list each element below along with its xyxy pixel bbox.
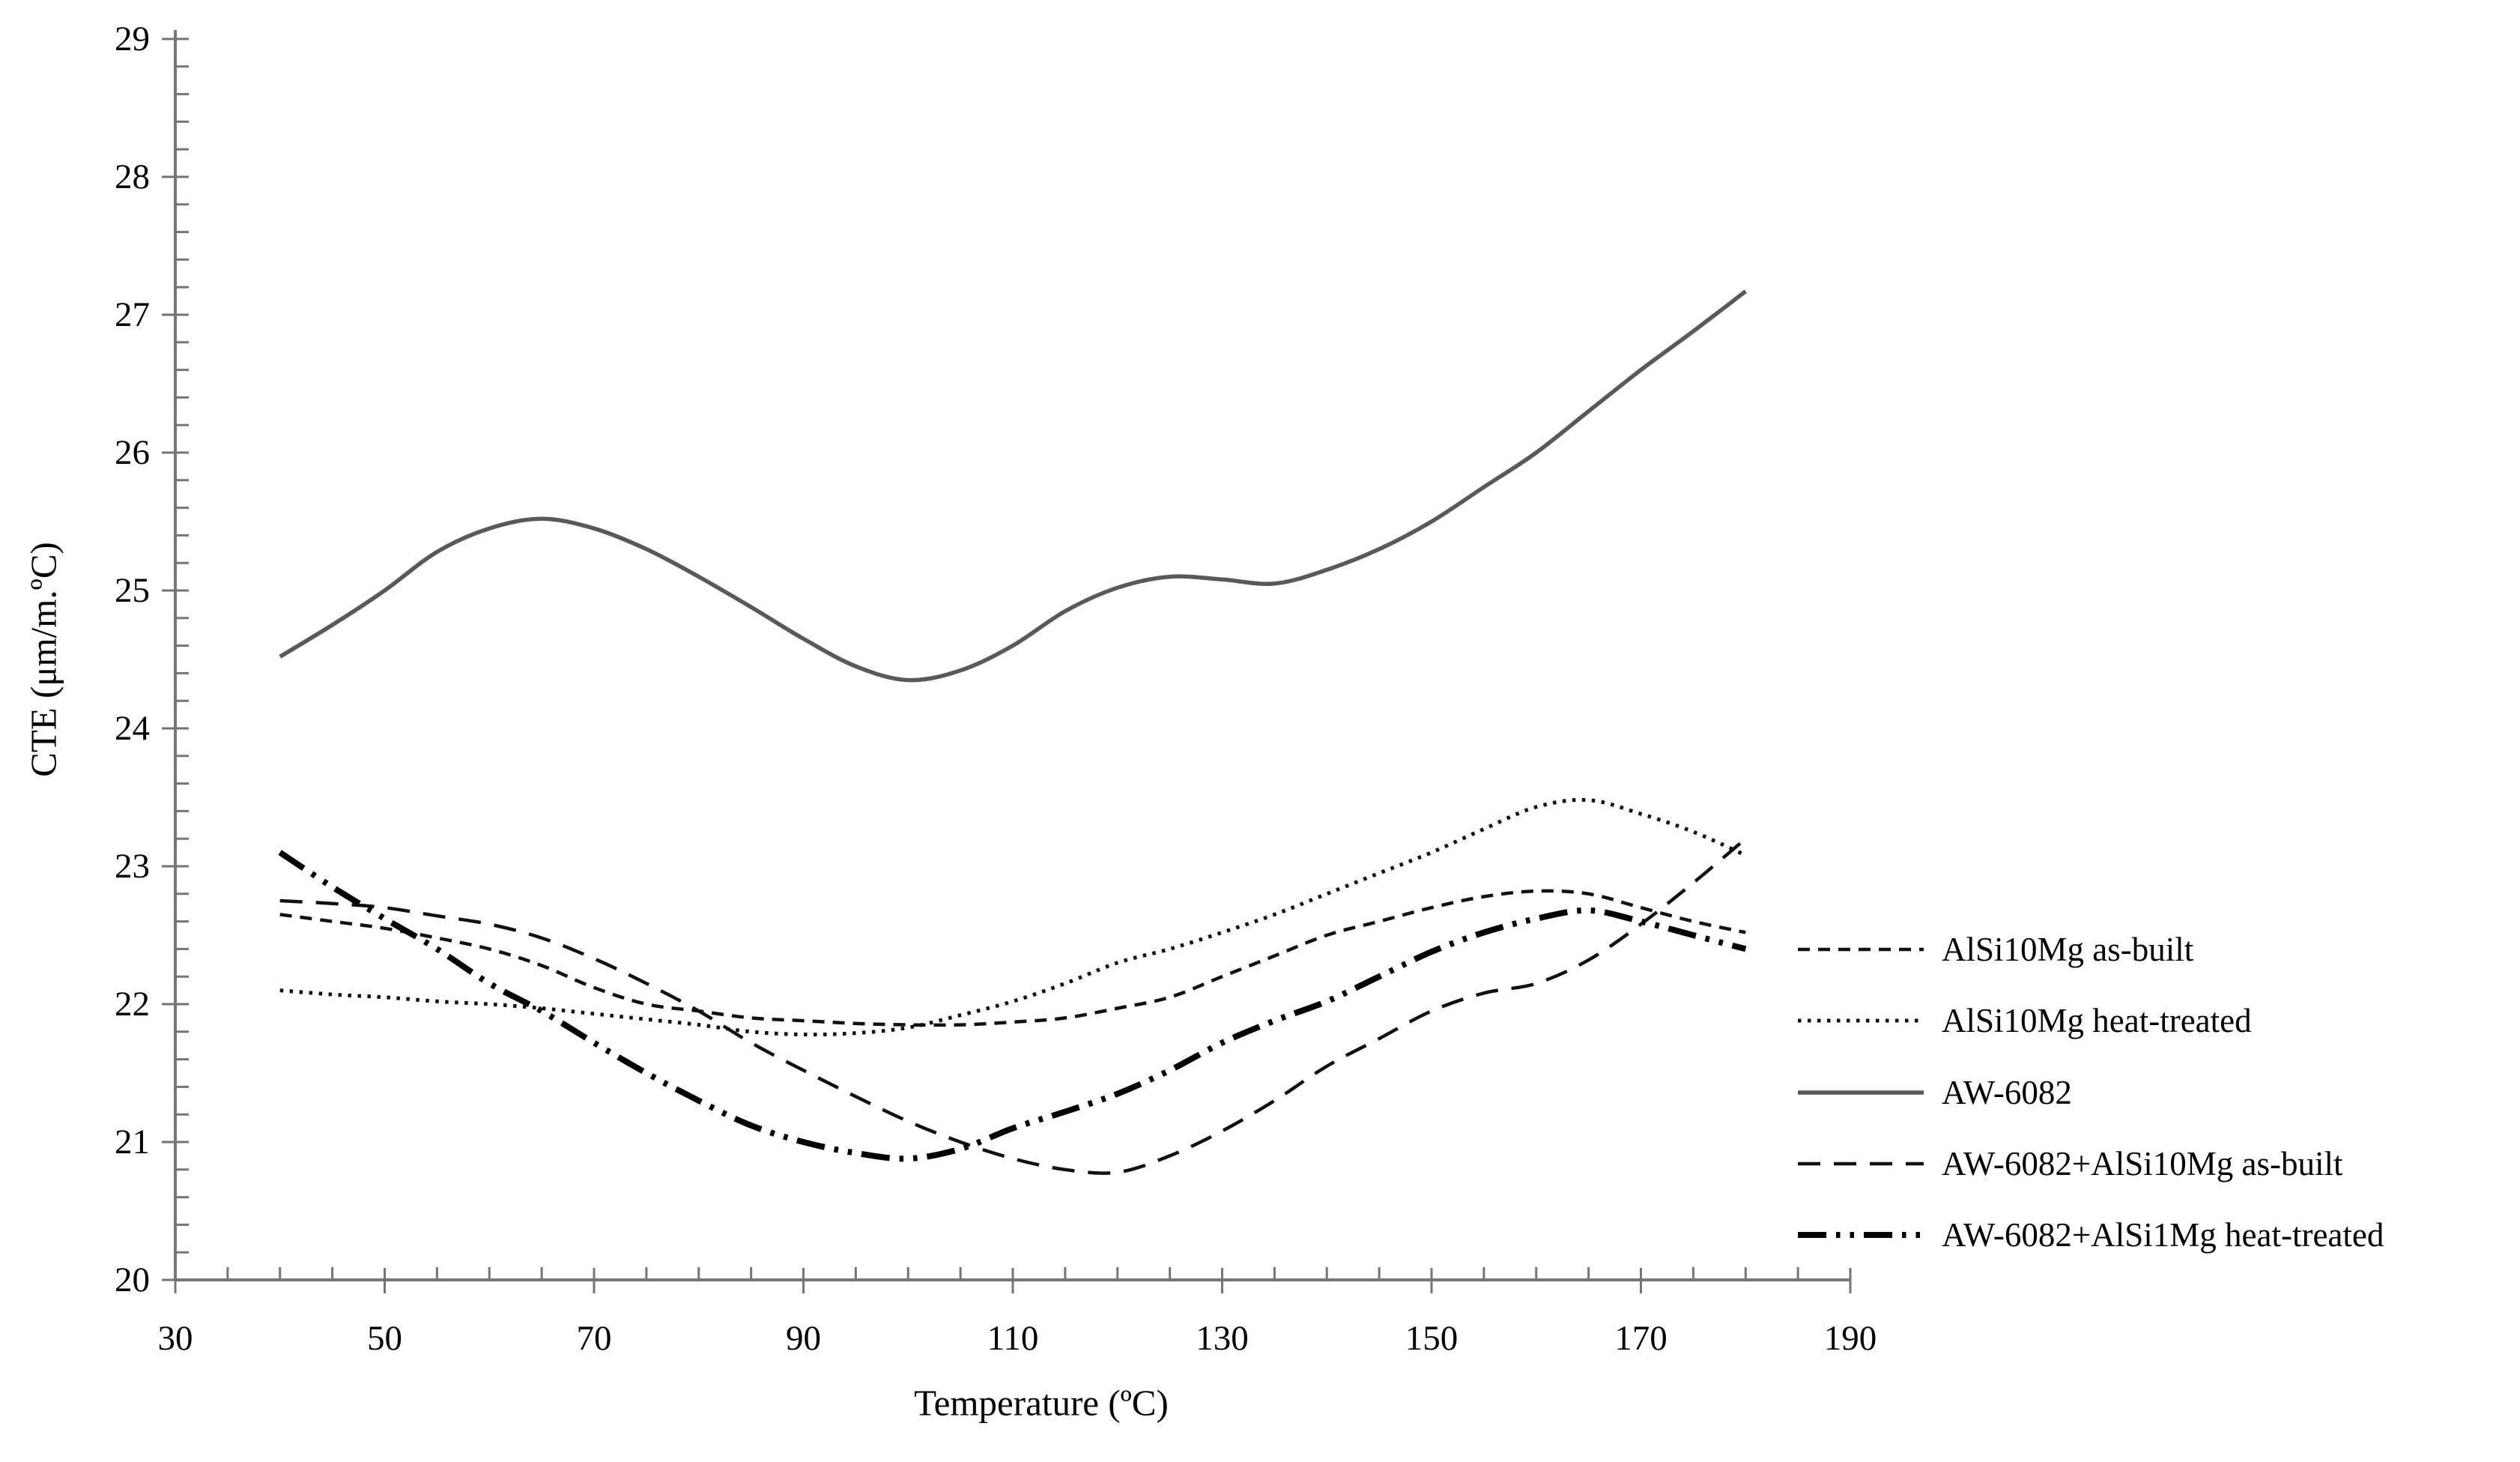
x-tick-label: 170 (1614, 1319, 1668, 1358)
series-line-alsi10mg-heat-treated (279, 797, 1747, 1037)
tick-labels: 30 50 70 90 110 130 150 170 190 20 21 22 23 24 25 26 27 2… (115, 19, 1877, 1358)
y-axis-title: CTE (μm/m.ºC) (23, 542, 64, 777)
y-tick-label: 24 (115, 709, 150, 748)
legend-label: AlSi10Mg as-built (1942, 931, 2194, 968)
legend-label: AlSi10Mg heat-treated (1942, 1002, 2252, 1039)
legend-item-alsi10mg-as-built: AlSi10Mg as-built (1798, 931, 2194, 968)
series-line-aw-6082 (279, 289, 1747, 683)
y-tick-label: 28 (115, 157, 150, 196)
y-tick-label: 26 (115, 433, 150, 472)
legend-label: AW-6082+AlSi10Mg as-built (1942, 1145, 2343, 1182)
y-tick-label: 29 (115, 19, 150, 58)
x-tick-label: 70 (577, 1319, 612, 1358)
legend-item-aw-6082: AW-6082 (1798, 1074, 2072, 1111)
legend-item-aw-6082-alsi10mg-as-built: AW-6082+AlSi10Mg as-built (1798, 1145, 2343, 1182)
x-tick-label: 90 (786, 1319, 821, 1358)
legend: AlSi10Mg as-built AlSi10Mg heat-treated AW… (1798, 931, 2384, 1254)
series-line-aw-6082-alsi10mg-as-built (279, 837, 1747, 1175)
x-tick-label: 190 (1824, 1319, 1877, 1358)
x-tick-label: 30 (158, 1319, 193, 1358)
series-line-alsi10mg-as-built (279, 889, 1746, 1027)
y-tick-label: 23 (115, 847, 150, 886)
x-tick-label: 130 (1196, 1319, 1249, 1358)
y-tick-label: 27 (115, 295, 150, 334)
y-tick-label: 22 (115, 985, 150, 1024)
legend-label: AW-6082 (1942, 1074, 2072, 1111)
x-tick-label: 150 (1405, 1319, 1459, 1358)
series-line-aw-6082-alsi1mg-heat-treated (278, 850, 1747, 1162)
legend-item-aw-6082-alsi1mg-heat-treated: AW-6082+AlSi1Mg heat-treated (1798, 1216, 2384, 1254)
y-tick-label: 25 (115, 571, 150, 610)
series-lines (278, 289, 1747, 1175)
x-tick-label: 110 (987, 1319, 1039, 1358)
x-axis-title: Temperature (ºC) (914, 1383, 1169, 1424)
axes (174, 30, 1850, 1281)
legend-label: AW-6082+AlSi1Mg heat-treated (1942, 1216, 2384, 1254)
legend-item-alsi10mg-heat-treated: AlSi10Mg heat-treated (1798, 1002, 2252, 1039)
y-tick-label: 21 (115, 1123, 150, 1162)
y-tick-label: 20 (115, 1260, 150, 1299)
x-tick-label: 50 (367, 1319, 402, 1358)
tick-marks (162, 37, 1852, 1293)
